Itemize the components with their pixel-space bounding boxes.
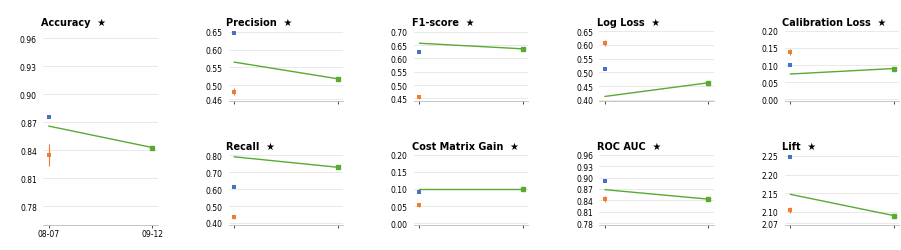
Point	[783, 155, 797, 159]
Text: Calibration Loss  ★: Calibration Loss ★	[782, 18, 887, 28]
Point	[413, 51, 427, 55]
Point	[227, 186, 241, 190]
Text: Cost Matrix Gain  ★: Cost Matrix Gain ★	[412, 141, 519, 151]
Text: F1-score  ★: F1-score ★	[412, 18, 474, 28]
Point	[413, 190, 427, 194]
Point	[41, 115, 56, 119]
Point	[597, 68, 612, 71]
Text: ROC AUC  ★: ROC AUC ★	[597, 141, 661, 151]
Text: Accuracy  ★: Accuracy ★	[41, 18, 106, 28]
Text: Precision  ★: Precision ★	[226, 18, 293, 28]
Text: Recall  ★: Recall ★	[226, 141, 275, 151]
Point	[597, 179, 612, 183]
Point	[227, 32, 241, 36]
Text: Log Loss  ★: Log Loss ★	[597, 18, 660, 28]
Point	[783, 64, 797, 68]
Text: Lift  ★: Lift ★	[782, 141, 816, 151]
